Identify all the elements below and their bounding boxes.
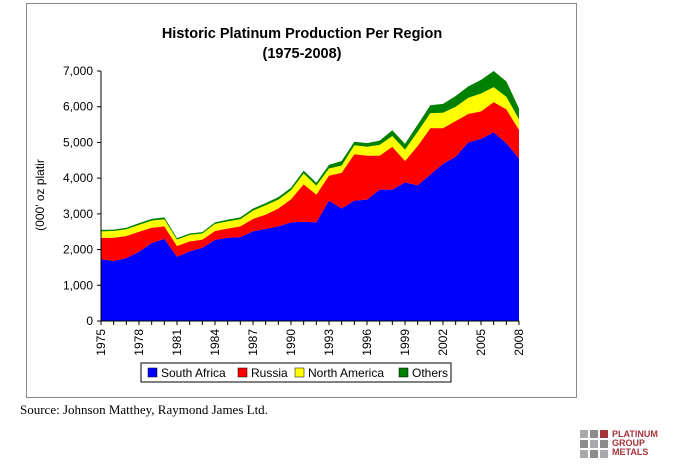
area-series-south-africa [101,132,519,321]
y-axis-label: (000' oz platir [33,159,47,231]
area-series-russia [101,102,519,261]
x-tick-label: 1999 [398,329,412,356]
chart-subtitle: (1975-2008) [263,46,342,62]
x-tick-label: 1984 [208,329,222,356]
legend-swatch-north-america [294,367,305,378]
y-tick-label: 2,000 [63,243,93,257]
x-tick-label: 1996 [360,329,374,356]
y-tick-label: 3,000 [63,207,93,221]
logo-grid-icon [580,430,608,458]
area-layers [101,71,519,321]
legend-swatch-south-africa [147,367,158,378]
legend-label-russia: Russia [251,366,288,380]
platinum-group-metals-logo: PLATINUM GROUP METALS [580,429,658,458]
legend: South Africa Russia North America Others [140,362,452,383]
legend-swatch-russia [237,367,248,378]
y-tick-label: 0 [86,314,93,328]
legend-label-others: Others [412,366,448,380]
legend-label-north-america: North America [308,366,384,380]
logo-text-line-2: GROUP [612,438,645,448]
x-tick-label: 1981 [170,329,184,356]
y-tick-label: 7,000 [63,64,93,78]
chart-title: Historic Platinum Production Per Region [162,26,442,42]
legend-swatch-others [398,367,409,378]
source-note: Source: Johnson Matthey, Raymond James L… [20,402,268,417]
area-series-others [101,71,519,240]
x-tick-label: 1978 [132,329,146,356]
x-tick-label: 1987 [246,329,260,356]
logo-text-line-1: PLATINUM [612,429,658,439]
y-tick-label: 4,000 [63,171,93,185]
y-tick-label: 5,000 [63,135,93,149]
area-series-north-america [101,87,519,246]
logo-text-line-3: METALS [612,447,648,457]
x-tick-label: 1993 [322,329,336,356]
x-tick-label: 2008 [512,329,526,356]
x-tick-label: 1975 [94,329,108,356]
axes: 0 1,000 2,000 3,000 4,000 5,000 6,000 7,000 1975… [63,64,526,356]
y-tick-label: 6,000 [63,100,93,114]
x-tick-label: 2005 [474,329,488,356]
legend-label-south-africa: South Africa [161,366,226,380]
y-tick-label: 1,000 [63,278,93,292]
x-tick-label: 2002 [436,329,450,356]
x-tick-label: 1990 [284,329,298,356]
